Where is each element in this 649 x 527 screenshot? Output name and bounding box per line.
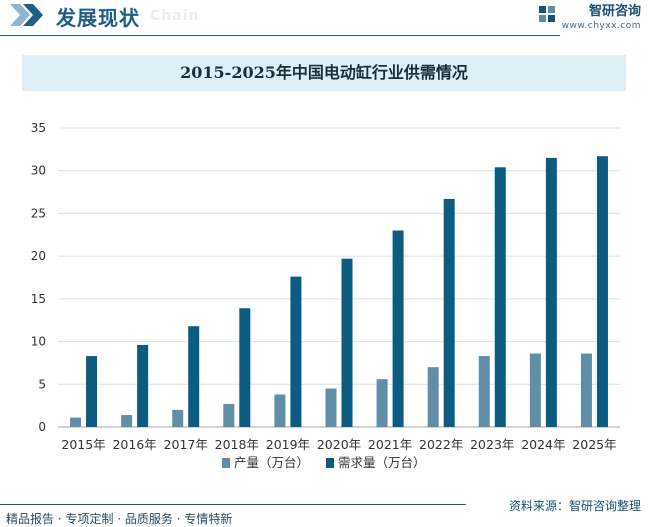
production-bar bbox=[274, 394, 286, 427]
production-bar bbox=[172, 409, 184, 427]
x-tick-label: 2023年 bbox=[470, 437, 514, 452]
x-tick-label: 2018年 bbox=[215, 437, 259, 452]
brand-name: 智研咨询 bbox=[588, 4, 641, 19]
legend-production-label: 产量（万台） bbox=[234, 455, 309, 470]
production-bar bbox=[70, 417, 82, 427]
production-bar bbox=[121, 415, 133, 427]
production-bar bbox=[580, 353, 592, 427]
demand-bar bbox=[341, 258, 353, 427]
demand-bar bbox=[137, 344, 149, 427]
header: 发展现状 Chain 智研咨询 www.chyxx.com bbox=[0, 0, 649, 36]
y-tick-label: 30 bbox=[31, 164, 46, 178]
demand-bar bbox=[545, 157, 557, 427]
brand-url: www.chyxx.com bbox=[561, 21, 641, 31]
demand-bar bbox=[392, 230, 404, 427]
y-tick-label: 35 bbox=[31, 121, 46, 135]
production-bar bbox=[376, 379, 388, 427]
demand-bar bbox=[443, 198, 455, 427]
production-bar bbox=[223, 403, 235, 427]
demand-bar bbox=[596, 156, 608, 427]
x-tick-label: 2019年 bbox=[266, 437, 310, 452]
x-tick-label: 2016年 bbox=[112, 437, 156, 452]
chart-title: 2015-2025年中国电动缸行业供需情况 bbox=[180, 63, 468, 82]
production-bar bbox=[325, 388, 337, 427]
footer-tagline: 精品报告 · 专项定制 · 品质服务 · 专情特新 bbox=[6, 512, 233, 526]
header-watermark: Chain bbox=[150, 8, 200, 24]
y-tick-label: 5 bbox=[38, 377, 46, 391]
section-title: 发展现状 bbox=[56, 6, 140, 30]
x-tick-label: 2022年 bbox=[419, 437, 463, 452]
demand-bar bbox=[188, 326, 200, 427]
x-tick-label: 2017年 bbox=[164, 437, 208, 452]
legend-demand-label: 需求量（万台） bbox=[338, 455, 426, 470]
y-tick-label: 0 bbox=[38, 420, 46, 434]
production-bar bbox=[478, 356, 490, 427]
double-chevron-icon bbox=[10, 4, 43, 26]
legend-demand-swatch bbox=[326, 458, 334, 468]
demand-bar bbox=[290, 276, 302, 427]
footer-divider bbox=[0, 504, 466, 505]
demand-bar bbox=[86, 356, 98, 427]
brand-logo-icon bbox=[538, 6, 555, 22]
x-tick-label: 2015年 bbox=[61, 437, 105, 452]
production-bar bbox=[427, 367, 439, 427]
data-source: 资料来源：智研咨询整理 bbox=[508, 499, 641, 513]
x-tick-label: 2020年 bbox=[317, 437, 361, 452]
legend-production-swatch bbox=[222, 458, 230, 468]
y-tick-label: 15 bbox=[31, 292, 46, 306]
x-tick-label: 2021年 bbox=[368, 437, 412, 452]
chart-title-box: 2015-2025年中国电动缸行业供需情况 bbox=[22, 55, 626, 91]
y-tick-label: 25 bbox=[31, 206, 46, 220]
demand-bar bbox=[239, 308, 251, 427]
header-divider bbox=[0, 35, 560, 36]
demand-bar bbox=[494, 167, 506, 427]
bar-chart: 0 5 10 15 20 25 30 35 2015年 2016年 2017年 2018年 2019年 2… bbox=[31, 121, 620, 470]
x-tick-label: 2024年 bbox=[521, 437, 565, 452]
brand: 智研咨询 www.chyxx.com bbox=[538, 4, 641, 32]
y-tick-label: 20 bbox=[31, 249, 46, 263]
x-tick-label: 2025年 bbox=[572, 437, 616, 452]
y-tick-label: 10 bbox=[31, 335, 46, 349]
production-bar bbox=[529, 353, 541, 427]
